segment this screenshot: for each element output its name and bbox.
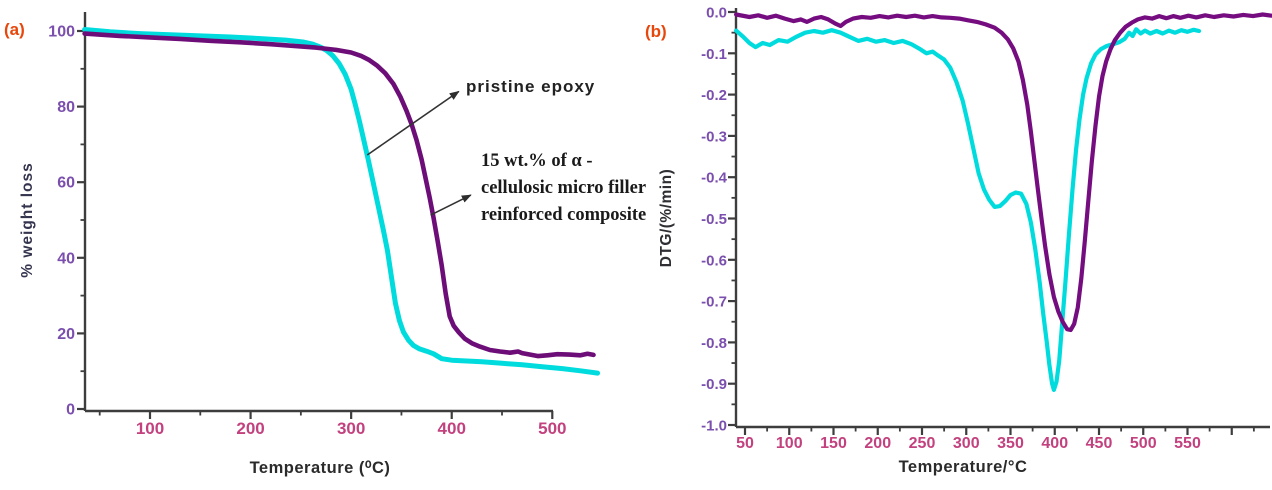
panel-b-y-axis-title: DTG/(%/min) [658,168,675,268]
y-tick-label-a: 20 [57,326,75,343]
x-tick-label-b: 550 [1174,435,1201,452]
panel-b-tag: (b) [645,22,667,41]
y-tick-label-a: 80 [57,99,75,116]
x-tick-label-a: 500 [538,419,566,438]
x-tick-label-b: 50 [736,435,754,452]
y-tick-label-b: 0.0 [706,5,727,22]
y-tick-label-b: -0.7 [701,294,727,311]
y-tick-label-a: 100 [48,24,75,41]
y-tick-label-b: -0.3 [701,128,727,145]
annotation-composite-line-3: reinforced composite [481,205,647,225]
x-tick-label-b: 400 [1041,435,1068,452]
composite-curve [82,31,596,359]
annotation-pristine-epoxy: pristine epoxy [466,77,596,96]
y-tick-label-b: -0.6 [701,252,727,269]
x-tick-label-b: 100 [776,435,803,452]
dtg-composite-curve [733,12,1272,333]
y-tick-label-b: -0.9 [701,376,727,393]
x-tick-label-b: 250 [909,435,936,452]
x-tick-label-a: 300 [337,419,365,438]
y-tick-label-b: -1.0 [701,418,727,435]
annotation-composite-line-2: cellulosic micro filler [481,178,647,198]
dtg-pristine-epoxy-curve [733,27,1202,392]
x-tick-label-a: 200 [236,419,264,438]
annotation-composite: 15 wt.% of α - cellulosic micro filler r… [481,148,646,229]
annotation-arrow-a-1 [430,194,472,216]
x-tick-label-b: 300 [953,435,980,452]
x-tick-label-b: 500 [1130,435,1157,452]
annotation-arrow-a-0 [366,90,460,156]
x-tick-label-b: 350 [997,435,1024,452]
y-tick-label-b: -0.8 [701,335,727,352]
y-tick-label-b: -0.1 [701,46,727,63]
x-tick-label-b: 450 [1086,435,1113,452]
pristine-epoxy-curve [82,27,601,376]
x-tick-label-b: 200 [864,435,891,452]
y-tick-label-a: 0 [66,402,75,419]
x-tick-label-a: 100 [136,419,164,438]
x-tick-label-a: 400 [438,419,466,438]
y-tick-label-b: -0.2 [701,87,727,104]
panel-b-x-axis-title: Temperature/°C [898,458,1028,476]
y-tick-label-a: 40 [57,250,75,267]
x-tick-label-b: 150 [820,435,847,452]
annotation-composite-line-1: 15 wt.% of α - [481,151,593,171]
panel-a-y-axis-title: % weight loss [19,162,36,278]
y-tick-label-a: 60 [57,175,75,192]
panel-a-x-axis-title: Temperature (⁰C) [249,459,391,477]
y-tick-label-b: -0.4 [701,170,728,187]
y-tick-label-b: -0.5 [701,211,727,228]
panel-a-tag: (a) [4,20,25,39]
